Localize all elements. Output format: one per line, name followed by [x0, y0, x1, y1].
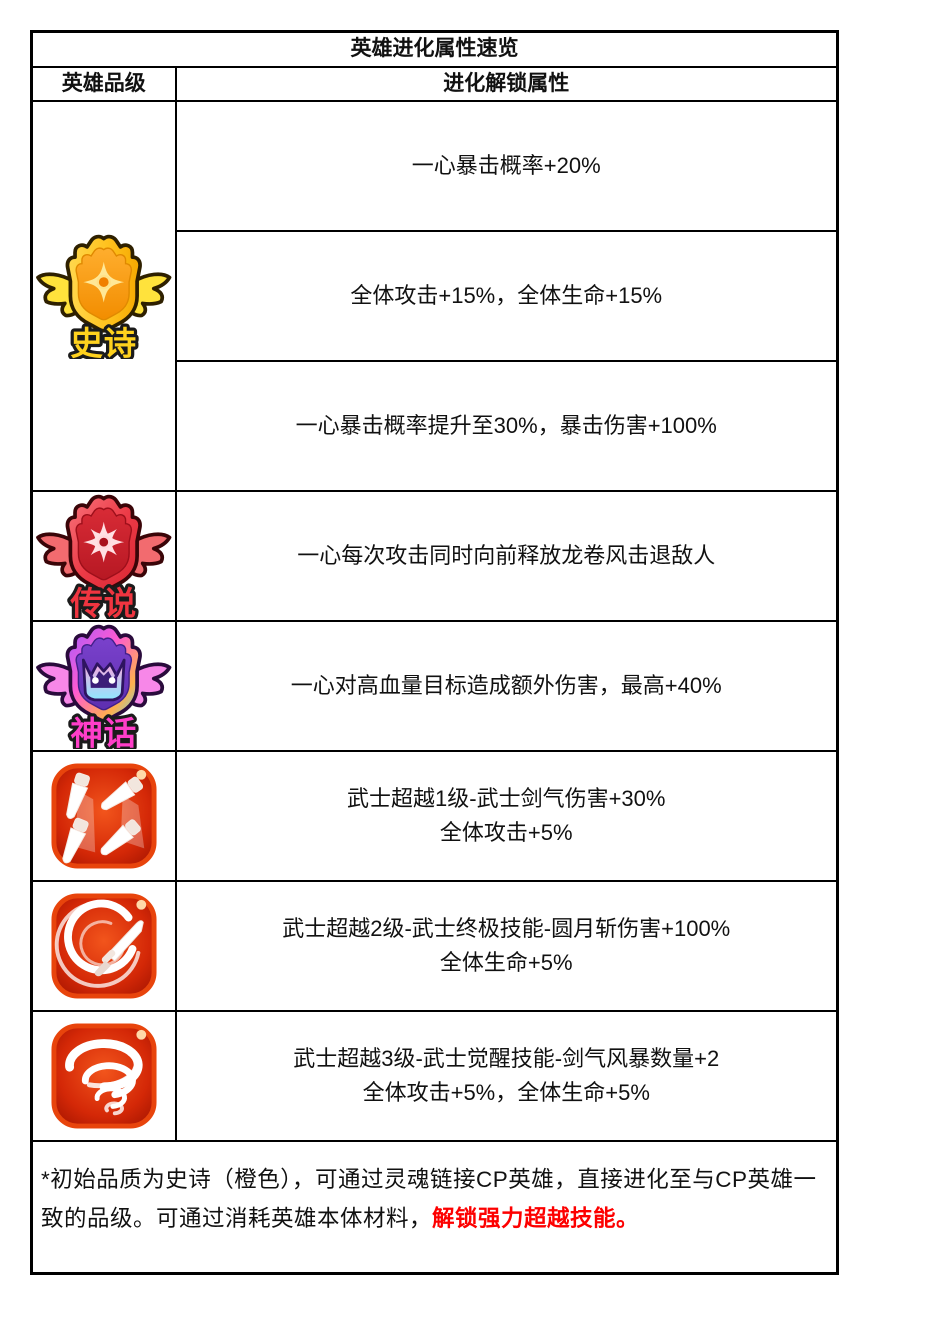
epic-row-1: 史诗 一心暴击概率+20% [30, 100, 839, 493]
surpass3-row: 武士超越3级-武士觉醒技能-剑气风暴数量+2 全体攻击+5%，全体生命+5% [30, 1010, 839, 1143]
surpass2-effect: 武士超越2级-武士终极技能-圆月斩伤害+100% 全体生命+5% [174, 880, 839, 1013]
header-grade-col: 英雄品级 [30, 65, 177, 103]
surpass1-line1: 武士超越1级-武士剑气伤害+30% [347, 786, 666, 811]
surpass1-row: 武士超越1级-武士剑气伤害+30% 全体攻击+5% [30, 750, 839, 883]
surpass2-line2: 全体生命+5% [439, 950, 573, 976]
epic-badge-icon: 史诗 [36, 234, 172, 359]
surpass1-line2: 全体攻击+5% [439, 820, 573, 846]
mythic-badge-label: 神话 [70, 715, 137, 749]
epic-badge-label: 史诗 [70, 325, 137, 359]
sword-rain-icon [51, 763, 157, 869]
surpass3-icon-cell [30, 1010, 177, 1143]
legend-badge-icon: 传说 [36, 494, 172, 619]
sword [94, 920, 144, 977]
tornado-icon [51, 1023, 157, 1129]
mythic-effect: 一心对高血量目标造成额外伤害，最高+40% [174, 620, 839, 753]
epic-badge: 史诗 [33, 233, 175, 359]
epic-badge-cell: 史诗 [30, 100, 177, 493]
legend-row: 传说 一心每次攻击同时向前释放龙卷风击退敌人 [30, 490, 839, 623]
tornado-swirls [64, 1039, 143, 1116]
footnote-highlight: 解锁强力超越技能。 [432, 1206, 640, 1232]
footnote-text: *初始品质为史诗（橙色），可通过灵魂链接CP英雄，直接进化至与CP英雄一致的品级… [33, 1161, 836, 1252]
moon-slash-icon [51, 893, 157, 999]
mythic-badge-icon: 神话 [36, 624, 172, 749]
footnote-row: *初始品质为史诗（橙色），可通过灵魂链接CP英雄，直接进化至与CP英雄一致的品级… [30, 1140, 839, 1275]
footnote-cell: *初始品质为史诗（橙色），可通过灵魂链接CP英雄，直接进化至与CP英雄一致的品级… [30, 1140, 839, 1275]
mythic-badge-cell: 神话 [30, 620, 177, 753]
table-header-row: 英雄品级 进化解锁属性 [30, 65, 839, 103]
star-center [96, 275, 111, 290]
surpass1-effect: 武士超越1级-武士剑气伤害+30% 全体攻击+5% [174, 750, 839, 883]
epic-row-2: 全体攻击+15%，全体生命+15% [32, 230, 839, 363]
legend-effect: 一心每次攻击同时向前释放龙卷风击退敌人 [174, 490, 839, 623]
legend-badge: 传说 [33, 493, 175, 619]
surpass1-icon-cell [30, 750, 177, 883]
table-title-row: 英雄进化属性速览 [30, 30, 839, 68]
slash-arcs [54, 899, 141, 988]
footnote-normal: *初始品质为史诗（橙色），可通过灵魂链接CP英雄，直接进化至与CP英雄一致的品级… [41, 1167, 817, 1232]
epic-row-3: 一心暴击概率提升至30%，暴击伤害+100% [32, 360, 839, 493]
mythic-row: 神话 一心对高血量目标造成额外伤害，最高+40% [30, 620, 839, 753]
legend-badge-label: 传说 [69, 585, 137, 619]
table-title: 英雄进化属性速览 [30, 30, 839, 68]
legend-badge-cell: 传说 [30, 490, 177, 623]
epic-effect-2: 全体攻击+15%，全体生命+15% [174, 230, 839, 363]
epic-effect-3: 一心暴击概率提升至30%，暴击伤害+100% [174, 360, 839, 493]
star-center [97, 535, 111, 549]
surpass3-effect: 武士超越3级-武士觉醒技能-剑气风暴数量+2 全体攻击+5%，全体生命+5% [174, 1010, 839, 1143]
surpass2-row: 武士超越2级-武士终极技能-圆月斩伤害+100% 全体生命+5% [30, 880, 839, 1013]
surpass2-icon-cell [30, 880, 177, 1013]
surpass3-line1: 武士超越3级-武士觉醒技能-剑气风暴数量+2 [293, 1046, 720, 1071]
header-attr-col: 进化解锁属性 [174, 65, 839, 103]
crown-icon [81, 658, 126, 702]
kunai-group [62, 772, 143, 864]
surpass2-line1: 武士超越2级-武士终极技能-圆月斩伤害+100% [282, 916, 731, 941]
surpass3-line2: 全体攻击+5%，全体生命+5% [362, 1080, 650, 1106]
mythic-badge: 神话 [33, 623, 175, 749]
hero-evolution-table: 英雄进化属性速览 英雄品级 进化解锁属性 [30, 30, 839, 1276]
epic-effect-1: 一心暴击概率+20% [174, 100, 839, 233]
